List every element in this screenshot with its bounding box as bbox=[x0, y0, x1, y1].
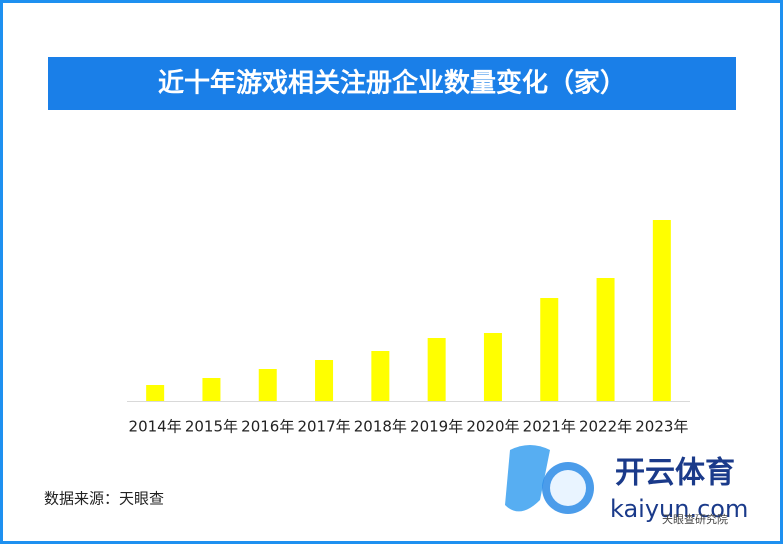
logo-ball-inner bbox=[550, 470, 586, 506]
bar bbox=[483, 333, 502, 401]
logo-k bbox=[505, 445, 550, 512]
x-tick-label: 2020年 bbox=[466, 418, 519, 436]
site: kaiyun.com bbox=[610, 495, 748, 523]
x-tick-label: 2022年 bbox=[579, 418, 632, 436]
title-bar bbox=[48, 57, 736, 110]
x-tick-label: 2023年 bbox=[635, 418, 688, 436]
bar bbox=[540, 298, 559, 401]
x-tick-label: 2018年 bbox=[354, 418, 407, 436]
chart-title: 近十年游戏相关注册企业数量变化（家） bbox=[158, 68, 626, 99]
x-tick-label: 2019年 bbox=[410, 418, 463, 436]
source: 数据来源：天眼查 bbox=[44, 490, 164, 508]
institute: 天眼查研究院 bbox=[662, 512, 728, 526]
bar bbox=[596, 278, 615, 401]
x-tick-label: 2015年 bbox=[185, 418, 238, 436]
bar bbox=[202, 378, 221, 401]
brand: 开云体育 bbox=[615, 456, 735, 491]
bar bbox=[427, 338, 446, 401]
x-tick-label: 2021年 bbox=[523, 418, 576, 436]
x-tick-label: 2014年 bbox=[129, 418, 182, 436]
bar bbox=[652, 220, 671, 401]
x-tick-label: 2017年 bbox=[297, 418, 350, 436]
x-tick-label: 2016年 bbox=[241, 418, 294, 436]
bar bbox=[258, 369, 277, 401]
bar bbox=[146, 385, 165, 401]
bar bbox=[315, 360, 334, 401]
bar bbox=[371, 351, 390, 401]
watermark-logo: 开云体育 kaiyun.com 天眼查研究院 bbox=[505, 445, 748, 526]
